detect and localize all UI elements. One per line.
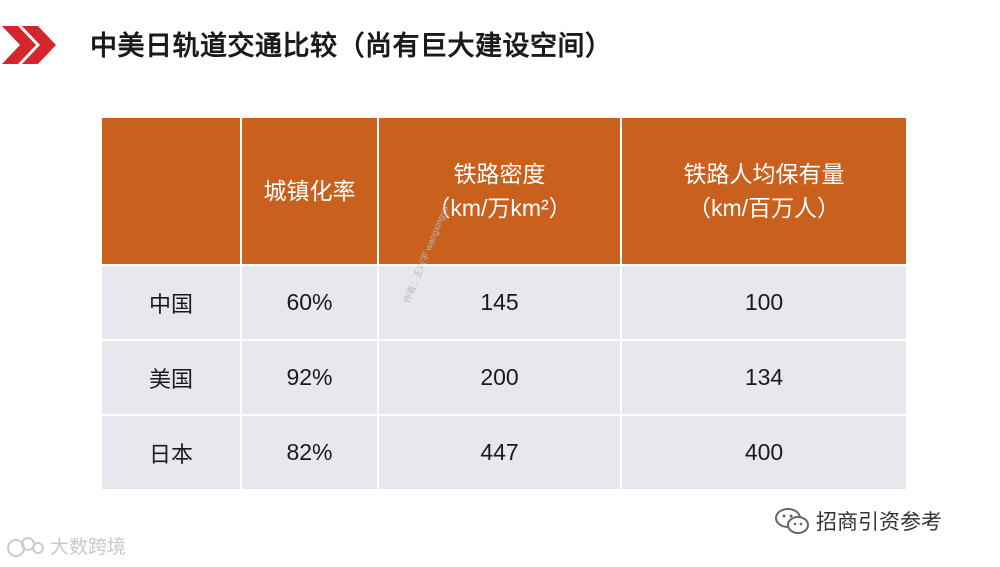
density-cell: 145	[378, 264, 622, 340]
header-railway-per-capita: 铁路人均保有量 （km/百万人）	[621, 118, 906, 265]
page-title: 中美日轨道交通比较（尚有巨大建设空间）	[90, 31, 613, 61]
wechat-icon	[775, 508, 809, 534]
header-empty	[102, 118, 242, 265]
country-cell: 美国	[102, 339, 242, 415]
watermark-right-text: 招商引资参考	[816, 510, 942, 534]
per-capita-cell: 100	[621, 264, 906, 340]
country-cell: 日本	[102, 414, 242, 489]
urbanization-cell: 60%	[241, 264, 379, 340]
brand-logo-icon	[7, 536, 44, 557]
table-row: 美国 92% 200 134	[102, 339, 906, 415]
per-capita-cell: 400	[621, 414, 906, 489]
per-capita-cell: 134	[621, 339, 906, 415]
table-row: 中国 60% 145 100	[102, 264, 906, 340]
density-cell: 447	[378, 414, 622, 489]
header-railway-density: 铁路密度 （km/万km²）	[378, 118, 622, 265]
watermark-bottom-left: 大数跨境	[6, 532, 126, 559]
table-header-row: 城镇化率 铁路密度 （km/万km²） 铁路人均保有量 （km/百万人）	[102, 118, 906, 265]
watermark-bottom-right: 招商引资参考	[774, 506, 942, 536]
header-urbanization: 城镇化率	[241, 118, 379, 265]
watermark-left-text: 大数跨境	[50, 536, 127, 558]
urbanization-cell: 82%	[241, 414, 379, 489]
density-cell: 200	[378, 339, 622, 415]
table-row: 日本 82% 447 400	[102, 414, 906, 489]
double-chevron-icon	[2, 26, 56, 64]
urbanization-cell: 92%	[241, 339, 379, 415]
comparison-table: 城镇化率 铁路密度 （km/万km²） 铁路人均保有量 （km/百万人） 中国 …	[102, 118, 906, 489]
country-cell: 中国	[102, 264, 242, 340]
